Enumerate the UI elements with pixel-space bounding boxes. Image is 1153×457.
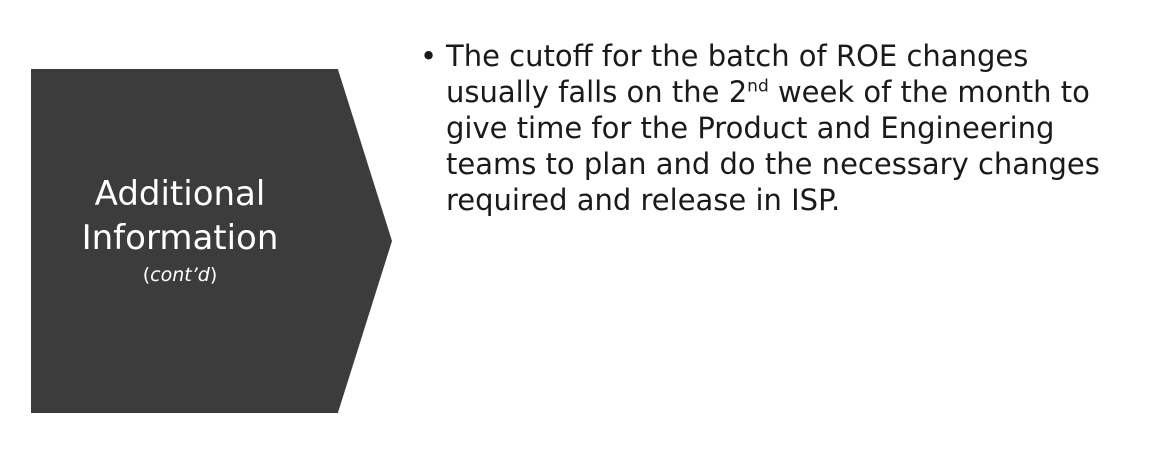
section-heading: Additional Information (cont’d): [40, 172, 320, 288]
bullet-text-part-1: The cutoff for the batch of ROE changes …: [446, 39, 1029, 109]
bullet-item: • The cutoff for the batch of ROE changes…: [420, 38, 1140, 218]
bullet-ordinal-superscript: nd: [747, 76, 769, 97]
subtitle-open-paren: (: [142, 264, 151, 286]
bullet-text-part-2: week of the month to give time for the P…: [446, 75, 1100, 217]
bullet-dot-icon: •: [420, 39, 438, 73]
subtitle-close-paren: ): [209, 264, 218, 286]
bullet-list: • The cutoff for the batch of ROE changes…: [420, 38, 1140, 218]
section-chevron-shape: [31, 69, 392, 413]
section-title-line-1: Additional: [94, 174, 266, 214]
subtitle-italic-text: cont’d: [150, 264, 210, 286]
section-title-line-2: Information: [81, 218, 279, 258]
section-subtitle: (cont’d): [40, 262, 320, 288]
